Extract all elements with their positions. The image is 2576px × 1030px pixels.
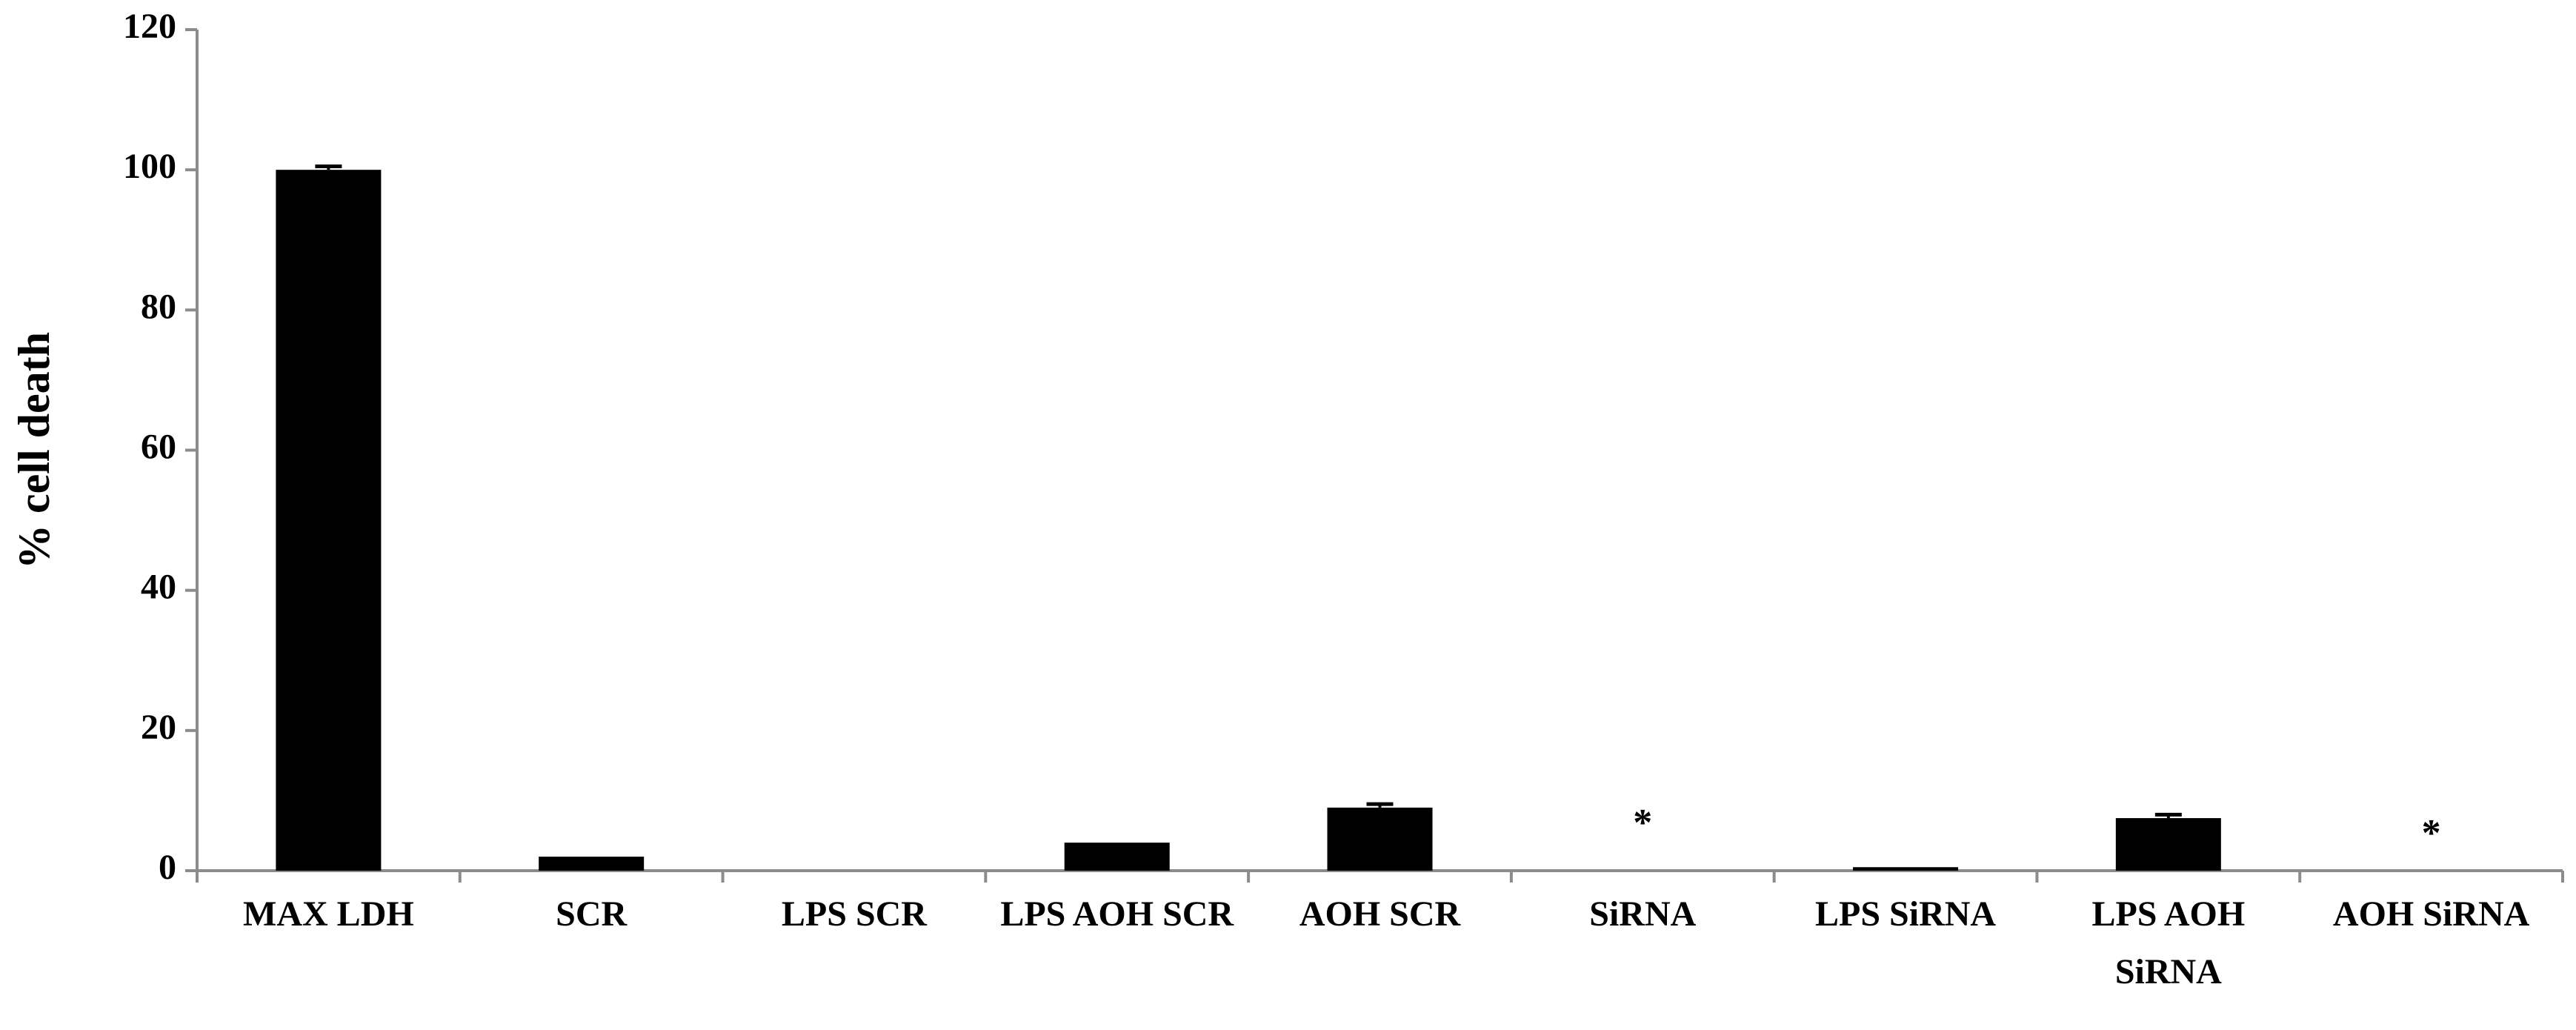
bar <box>1853 867 1959 871</box>
y-tick-label: 120 <box>123 7 176 46</box>
annotation: * <box>2422 812 2441 854</box>
x-tick-label: LPS AOH SCR <box>1000 894 1234 934</box>
bar <box>1064 843 1170 871</box>
bar <box>2115 818 2221 871</box>
x-tick-label: SiRNA <box>1589 894 1697 934</box>
y-tick-label: 80 <box>141 287 176 326</box>
y-tick-label: 0 <box>159 848 176 887</box>
x-tick-label: LPS AOH SiRNA <box>2091 894 2246 991</box>
bar <box>1327 807 1433 871</box>
y-tick-label: 20 <box>141 708 176 747</box>
annotation: * <box>1633 802 1652 844</box>
bar <box>276 170 382 871</box>
x-tick-label: AOH SCR <box>1299 894 1461 934</box>
y-tick-label: 100 <box>123 147 176 186</box>
bar <box>539 857 645 871</box>
y-tick-label: 60 <box>141 428 176 467</box>
y-tick-label: 40 <box>141 568 176 607</box>
x-tick-label: AOH SiRNA <box>2332 894 2530 934</box>
y-axis-label: % cell death <box>10 332 59 569</box>
x-tick-label: SCR <box>556 894 628 934</box>
x-tick-label: LPS SiRNA <box>1815 894 1997 934</box>
x-tick-label: MAX LDH <box>243 894 414 934</box>
x-tick-label: LPS SCR <box>781 894 927 934</box>
